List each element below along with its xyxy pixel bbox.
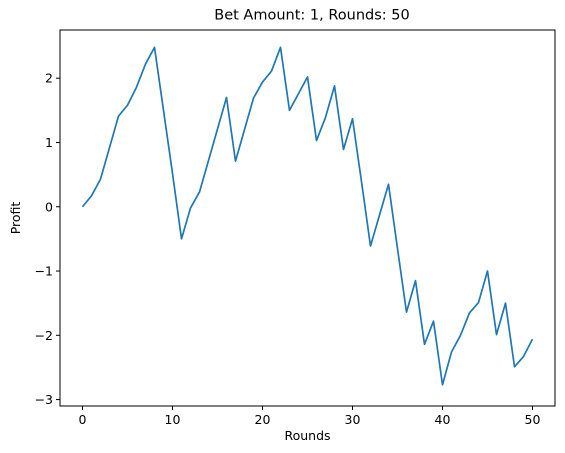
y-tick-label: −3 — [35, 392, 53, 407]
x-tick-label: 10 — [165, 412, 181, 427]
y-tick-label: 0 — [45, 199, 53, 214]
y-tick-label: −1 — [35, 264, 53, 279]
profit-series-line — [81, 46, 534, 386]
y-axis-label: Profit — [8, 202, 23, 235]
y-tick-label: −2 — [35, 328, 53, 343]
x-tick-label: 40 — [435, 412, 451, 427]
x-tick-label: 30 — [345, 412, 361, 427]
x-tick-label: 0 — [79, 412, 87, 427]
y-tick-label: 1 — [45, 135, 53, 150]
x-axis-label: Rounds — [284, 428, 330, 443]
x-axis: 0 10 20 30 40 50 — [79, 406, 541, 427]
y-tick-label: 2 — [45, 71, 53, 86]
x-tick-label: 20 — [255, 412, 271, 427]
x-tick-label: 50 — [525, 412, 541, 427]
chart-title: Bet Amount: 1, Rounds: 50 — [214, 8, 409, 24]
plot-frame — [59, 29, 556, 407]
y-axis: −3 −2 −1 0 1 2 — [35, 71, 60, 407]
plot-area — [81, 46, 534, 386]
